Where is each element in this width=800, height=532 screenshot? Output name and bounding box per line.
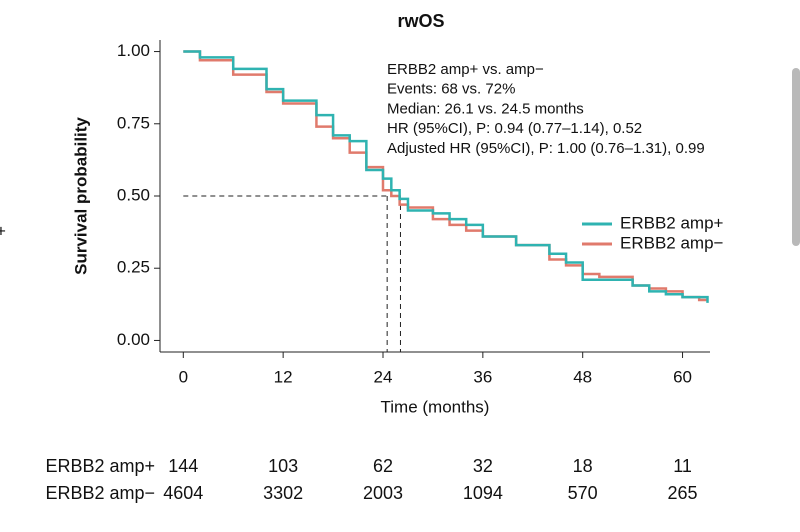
x-tick-label: 12: [274, 367, 293, 386]
risk-count: 62: [373, 456, 393, 476]
scrollbar[interactable]: [792, 68, 800, 246]
risk-count: 265: [668, 483, 698, 503]
annotation: HR (95%CI), P: 0.94 (0.77–1.14), 0.52: [387, 120, 642, 137]
x-tick-label: 36: [473, 367, 492, 386]
risk-count: 144: [168, 456, 198, 476]
y-tick-label: 0.50: [117, 185, 150, 204]
annotation: Events: 68 vs. 72%: [387, 81, 515, 98]
risk-count: 4604: [163, 483, 203, 503]
y-tick-label: 1.00: [117, 41, 150, 60]
chart-title: rwOS: [397, 11, 444, 31]
y-axis-label: Survival probability: [71, 117, 90, 275]
annotation: Median: 26.1 vs. 24.5 months: [387, 100, 584, 117]
y-tick-label: 0.75: [117, 113, 150, 132]
risk-count: 18: [573, 456, 593, 476]
risk-count: 570: [568, 483, 598, 503]
x-tick-label: 0: [179, 367, 188, 386]
y-tick-label: 0.25: [117, 258, 150, 277]
risk-count: 11: [673, 456, 692, 476]
annotation: Adjusted HR (95%CI), P: 1.00 (0.76–1.31)…: [387, 140, 705, 157]
legend-label: ERBB2 amp−: [620, 233, 724, 252]
risk-count: 1094: [463, 483, 503, 503]
legend-label: ERBB2 amp+: [620, 213, 724, 232]
risk-count: 103: [268, 456, 298, 476]
x-tick-label: 48: [573, 367, 592, 386]
x-axis-label: Time (months): [381, 397, 490, 416]
annotation: ERBB2 amp+ vs. amp−: [387, 61, 544, 78]
risk-count: 3302: [263, 483, 303, 503]
x-tick-label: 24: [374, 367, 393, 386]
y-tick-label: 0.00: [117, 330, 150, 349]
risk-count: 32: [473, 456, 493, 476]
risk-row-label: ERBB2 amp−: [45, 483, 155, 503]
risk-count: 2003: [363, 483, 403, 503]
survival-curve: [183, 50, 709, 303]
chart: rwOS Time (months) Survival probability …: [0, 11, 724, 503]
cut-glyph: +: [0, 221, 6, 240]
x-tick-label: 60: [673, 367, 692, 386]
risk-row-label: ERBB2 amp+: [45, 456, 155, 476]
